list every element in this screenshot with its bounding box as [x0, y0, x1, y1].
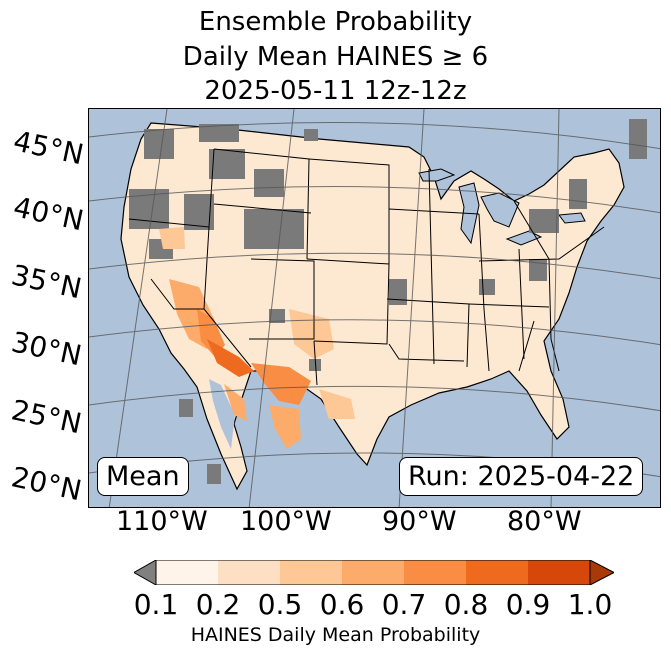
lat-label-45: 45°N	[10, 124, 87, 172]
colorbar-frame	[155, 560, 591, 585]
probability-shading	[159, 227, 355, 449]
gulf-california	[209, 379, 235, 449]
colorbar-tick-5: 0.8	[443, 588, 489, 621]
great-lakes	[418, 168, 586, 246]
colorbar-bin-3	[280, 560, 342, 585]
stat-label-box: Mean	[97, 457, 189, 496]
colorbar-tick-2: 0.5	[257, 588, 303, 621]
map-svg	[89, 109, 660, 507]
colorbar-bin-4	[342, 560, 404, 585]
colorbar-tick-7: 1.0	[567, 588, 613, 621]
chart-title-line-3: 2025-05-11 12z-12z	[204, 76, 467, 106]
colorbar-bin-2	[218, 560, 280, 585]
lat-label-30: 30°N	[8, 325, 85, 373]
colorbar-tick-3: 0.6	[319, 588, 365, 621]
colorbar	[134, 560, 614, 585]
run-label-box: Run: 2025-04-22	[399, 457, 644, 496]
lat-label-40: 40°N	[10, 190, 87, 238]
colorbar-tick-1: 0.2	[195, 588, 241, 621]
lat-label-20: 20°N	[8, 460, 85, 508]
lon-label-110: 110°W	[116, 506, 208, 537]
colorbar-tick-4: 0.7	[381, 588, 427, 621]
chart-title-line-1: Ensemble Probability	[198, 7, 473, 37]
chart-title-line-2: Daily Mean HAINES ≥ 6	[182, 42, 489, 72]
missing-data-patches	[129, 119, 647, 484]
lat-label-35: 35°N	[8, 258, 85, 306]
lon-label-100: 100°W	[240, 506, 332, 537]
lon-label-90: 90°W	[382, 506, 457, 537]
colorbar-bin-1	[156, 560, 218, 585]
state-borders	[128, 148, 605, 386]
colorbar-tick-0: 0.1	[133, 588, 179, 621]
colorbar-bin-6	[466, 560, 528, 585]
lat-label-25: 25°N	[8, 393, 85, 441]
colorbar-tick-6: 0.9	[505, 588, 551, 621]
colorbar-over-arrow	[589, 560, 614, 585]
map-panel	[88, 108, 661, 508]
colorbar-label: HAINES Daily Mean Probability	[190, 624, 481, 646]
colorbar-bin-7	[528, 560, 590, 585]
lon-label-80: 80°W	[507, 506, 582, 537]
colorbar-bin-5	[404, 560, 466, 585]
colorbar-under-arrow	[134, 560, 157, 585]
